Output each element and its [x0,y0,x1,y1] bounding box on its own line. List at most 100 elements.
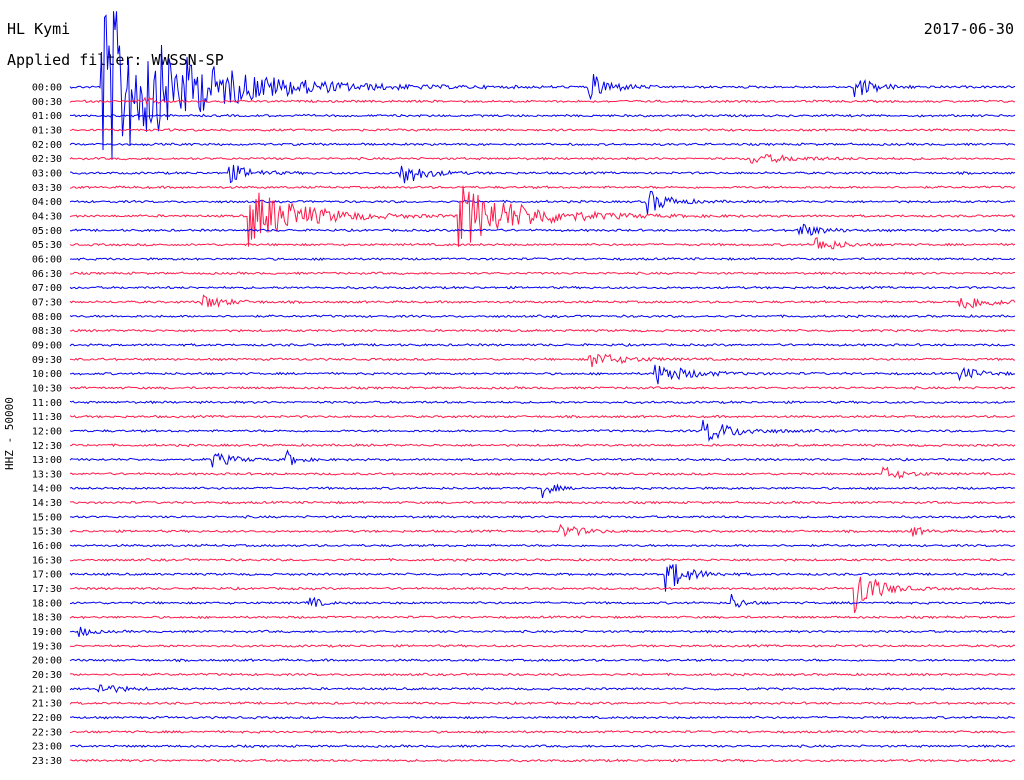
trace-row [69,190,1016,215]
row-time-label: 09:00 [32,340,62,351]
trace-row [70,271,1016,276]
trace-row [70,164,1016,184]
trace-row [69,684,1016,694]
trace-row [69,672,1016,677]
row-time-label: 22:30 [32,727,62,738]
trace-row [69,185,1016,190]
trace-row [70,576,1016,613]
trace-row [69,185,1016,247]
row-time-label: 07:30 [32,297,62,308]
trace-row [69,626,1016,638]
trace-row [70,744,1015,749]
trace-row [69,414,1016,419]
row-time-label: 17:30 [32,584,62,595]
trace-row [69,128,1016,132]
trace-row [69,523,1016,538]
row-time-label: 06:30 [32,269,62,280]
row-time-label: 16:30 [32,555,62,566]
trace-row [70,113,1016,118]
trace-row [69,364,1016,385]
row-time-label: 15:00 [32,512,62,523]
row-time-label: 20:00 [32,656,62,667]
trace-row [69,400,1016,405]
trace-row [69,715,1016,720]
row-time-label: 12:30 [32,441,62,452]
trace-row [69,256,1016,261]
trace-row [69,643,1016,648]
filter-label: Applied filter: WWSSN-SP [7,51,224,69]
row-time-label: 12:00 [32,426,62,437]
row-time-label: 10:00 [32,369,62,380]
row-time-label: 00:30 [32,97,62,108]
row-time-label: 13:00 [32,455,62,466]
row-time-label: 08:30 [32,326,62,337]
row-time-label: 03:00 [32,168,62,179]
row-time-label: 07:00 [32,283,62,294]
trace-row [69,314,1016,319]
trace-row [69,96,1016,105]
row-time-label: 15:30 [32,527,62,538]
trace-row [69,758,1016,763]
trace-row [69,11,1016,159]
row-time-label: 02:30 [32,154,62,165]
date-label: 2017-06-30 [923,20,1014,38]
trace-row [69,342,1016,347]
row-time-label: 10:30 [32,383,62,394]
trace-row [69,515,1016,519]
row-time-label: 00:00 [32,83,62,94]
row-time-label: 04:00 [32,197,62,208]
row-time-label: 14:30 [32,498,62,509]
trace-row [69,615,1016,620]
trace-row [69,443,1016,448]
row-time-label: 22:00 [32,713,62,724]
trace-row [69,153,1016,164]
trace-row [69,564,1016,592]
trace-row [69,142,1016,147]
trace-row [69,729,1016,734]
trace-row [69,483,1016,499]
row-time-label: 01:00 [32,111,62,122]
row-time-label: 17:00 [32,570,62,581]
row-time-label: 02:00 [32,140,62,151]
trace-row [69,701,1016,706]
row-time-label: 19:30 [32,641,62,652]
trace-row [69,328,1015,333]
trace-row [69,500,1016,505]
row-time-label: 23:30 [32,756,62,767]
trace-row [69,385,1016,390]
row-time-label: 21:30 [32,699,62,710]
trace-row [69,543,1016,548]
trace-row [69,593,1016,609]
row-time-label: 05:00 [32,226,62,237]
row-time-label: 18:00 [32,598,62,609]
row-time-label: 21:00 [32,684,62,695]
row-time-label: 11:00 [32,398,62,409]
row-time-label: 18:30 [32,613,62,624]
trace-row [69,466,1016,480]
trace-row [69,419,1016,443]
row-time-label: 04:30 [32,211,62,222]
trace-row [69,223,1016,236]
row-time-label: 16:00 [32,541,62,552]
row-time-label: 09:30 [32,355,62,366]
row-time-label: 01:30 [32,125,62,136]
row-time-label: 03:30 [32,183,62,194]
row-time-label: 20:30 [32,670,62,681]
row-time-label: 13:30 [32,469,62,480]
row-time-label: 06:00 [32,254,62,265]
trace-row [69,285,1016,290]
trace-row [69,237,1016,250]
station-title: HL Kymi [7,20,71,38]
row-time-label: 05:30 [32,240,62,251]
row-time-label: 11:30 [32,412,62,423]
trace-row [69,557,1016,562]
trace-row [69,353,1016,368]
trace-row [69,658,1016,663]
trace-row [69,294,1016,309]
row-time-label: 14:00 [32,484,62,495]
row-time-label: 08:00 [32,312,62,323]
row-time-label: 23:00 [32,742,62,753]
trace-row [69,449,1016,468]
row-time-label: 19:00 [32,627,62,638]
